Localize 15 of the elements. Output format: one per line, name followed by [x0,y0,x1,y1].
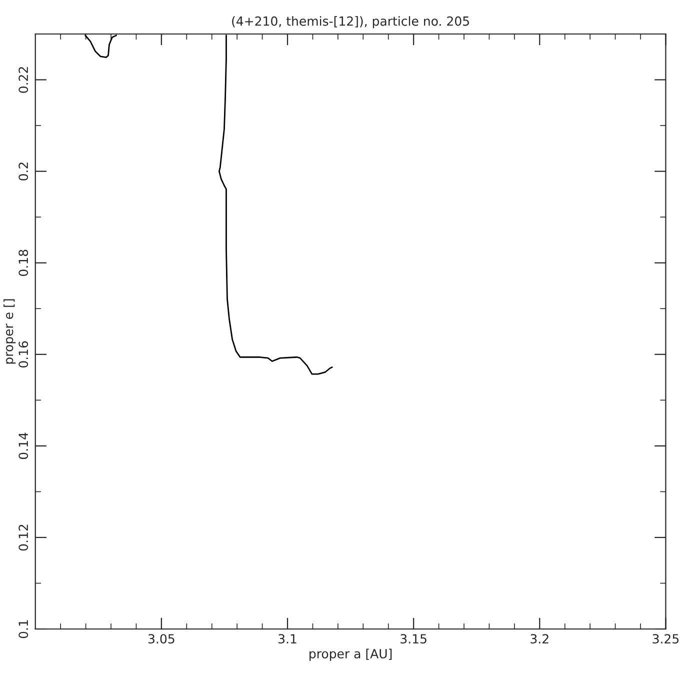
y-tick-label: 0.18 [18,250,28,276]
x-tick-label: 3.05 [148,634,174,644]
y-axis-title: proper e [] [4,299,16,364]
x-tick-label: 3.15 [400,634,426,644]
y-tick-label: 0.22 [18,67,28,93]
y-tick-label: 0.14 [18,432,28,460]
y-tick-label: 0.1 [18,620,28,638]
y-tick-label: 0.2 [18,162,28,180]
x-tick-label: 3.25 [652,634,679,644]
x-axis-title: proper a [AU] [310,648,392,661]
x-tick-label: 3.1 [278,634,296,644]
y-tick-label: 0.16 [18,341,28,368]
x-tick-label: 3.2 [530,634,548,644]
y-tick-label: 0.12 [18,524,28,551]
chart-title: (4+210, themis-[12]), particle no. 205 [232,16,469,28]
